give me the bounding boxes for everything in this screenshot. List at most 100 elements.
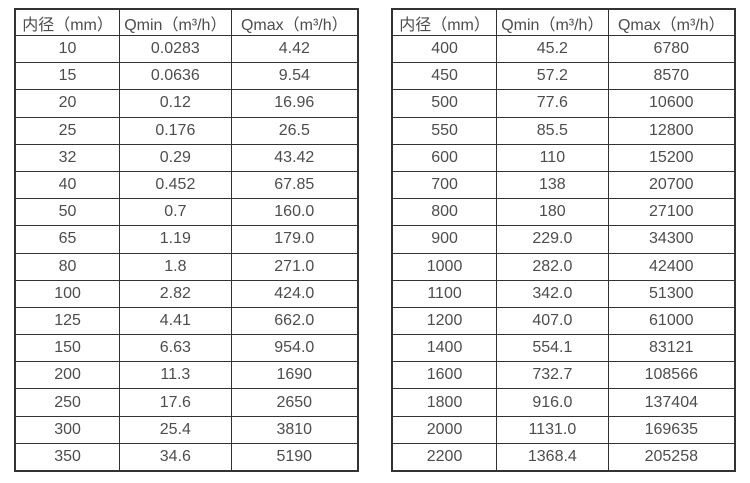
table-cell: 40 — [14, 170, 121, 200]
table-cell: 8570 — [607, 62, 736, 91]
table-cell: 424.0 — [230, 279, 359, 308]
table-row: 1400 554.1 83121 — [391, 334, 736, 363]
table-cell: 0.452 — [119, 170, 232, 200]
table-cell: 108566 — [607, 361, 736, 390]
table-cell: 0.0283 — [119, 34, 232, 64]
table-header: 内径（mm） Qmin（m³/h） Qmax（m³/h） — [14, 8, 359, 36]
table-cell: 342.0 — [496, 279, 609, 308]
table-row: 150 6.63 954.0 — [14, 334, 359, 363]
table-cell: 954.0 — [230, 334, 359, 363]
table-cell: 500 — [391, 89, 498, 118]
table-row: 1200 407.0 61000 — [391, 306, 736, 336]
table-cell: 51300 — [607, 279, 736, 308]
table-cell: 229.0 — [496, 225, 609, 254]
table-row: 1100 342.0 51300 — [391, 279, 736, 308]
table-row: 200 11.3 1690 — [14, 361, 359, 390]
table-cell: 300 — [14, 415, 121, 444]
table-cell: 0.0636 — [119, 62, 232, 91]
table-row: 15 0.0636 9.54 — [14, 62, 359, 91]
table-row: 1000 282.0 42400 — [391, 252, 736, 281]
table-cell: 42400 — [607, 252, 736, 281]
table-cell: 4.41 — [119, 306, 232, 336]
table-cell: 80 — [14, 252, 121, 281]
table-cell: 1200 — [391, 306, 498, 336]
table-cell: 100 — [14, 279, 121, 308]
table-cell: 45.2 — [496, 34, 609, 64]
table-cell: 43.42 — [230, 143, 359, 172]
table-cell: 1800 — [391, 388, 498, 417]
table-row: 1600 732.7 108566 — [391, 361, 736, 390]
table-row: 700 138 20700 — [391, 170, 736, 200]
table-cell: 34300 — [607, 225, 736, 254]
table-cell: 26.5 — [230, 116, 359, 145]
table-cell: 0.29 — [119, 143, 232, 172]
table-cell: 138 — [496, 170, 609, 200]
table-cell: 1100 — [391, 279, 498, 308]
table-cell: 1368.4 — [496, 442, 609, 472]
table-cell: 6.63 — [119, 334, 232, 363]
table-cell: 732.7 — [496, 361, 609, 390]
table-cell: 20700 — [607, 170, 736, 200]
table-cell: 1.19 — [119, 225, 232, 254]
table-cell: 179.0 — [230, 225, 359, 254]
table-cell: 3810 — [230, 415, 359, 444]
table-cell: 2.82 — [119, 279, 232, 308]
table-cell: 200 — [14, 361, 121, 390]
table-header-row: 内径（mm） Qmin（m³/h） Qmax（m³/h） — [391, 8, 736, 36]
table-cell: 17.6 — [119, 388, 232, 417]
table-row: 600 110 15200 — [391, 143, 736, 172]
table-cell: 282.0 — [496, 252, 609, 281]
table-row: 300 25.4 3810 — [14, 415, 359, 444]
table-cell: 11.3 — [119, 361, 232, 390]
table-cell: 1600 — [391, 361, 498, 390]
table-row: 2200 1368.4 205258 — [391, 442, 736, 472]
column-header-qmax: Qmax（m³/h） — [607, 8, 736, 36]
table-cell: 50 — [14, 198, 121, 227]
column-header-qmin: Qmin（m³/h） — [119, 8, 232, 36]
table-row: 550 85.5 12800 — [391, 116, 736, 145]
table-cell: 61000 — [607, 306, 736, 336]
table-cell: 662.0 — [230, 306, 359, 336]
table-cell: 25 — [14, 116, 121, 145]
table-row: 2000 1131.0 169635 — [391, 415, 736, 444]
flow-spec-table-large-diameters: 内径（mm） Qmin（m³/h） Qmax（m³/h） 400 45.2 6780… — [391, 8, 736, 472]
table-cell: 5190 — [230, 442, 359, 472]
table-row: 800 180 27100 — [391, 198, 736, 227]
table-cell: 83121 — [607, 334, 736, 363]
table-row: 100 2.82 424.0 — [14, 279, 359, 308]
table-cell: 67.85 — [230, 170, 359, 200]
table-cell: 20 — [14, 89, 121, 118]
table-cell: 450 — [391, 62, 498, 91]
table-row: 10 0.0283 4.42 — [14, 34, 359, 64]
table-cell: 27100 — [607, 198, 736, 227]
table-cell: 1000 — [391, 252, 498, 281]
table-cell: 205258 — [607, 442, 736, 472]
table-cell: 2650 — [230, 388, 359, 417]
table-cell: 15200 — [607, 143, 736, 172]
table-cell: 57.2 — [496, 62, 609, 91]
table-cell: 160.0 — [230, 198, 359, 227]
table-cell: 916.0 — [496, 388, 609, 417]
table-row: 50 0.7 160.0 — [14, 198, 359, 227]
table-cell: 65 — [14, 225, 121, 254]
table-cell: 137404 — [607, 388, 736, 417]
table-cell: 400 — [391, 34, 498, 64]
table-cell: 77.6 — [496, 89, 609, 118]
table-cell: 2200 — [391, 442, 498, 472]
table-row: 40 0.452 67.85 — [14, 170, 359, 200]
column-header-qmin: Qmin（m³/h） — [496, 8, 609, 36]
table-body: 400 45.2 6780 450 57.2 8570 500 77.6 10600 550 85.… — [391, 34, 736, 472]
table-cell: 1690 — [230, 361, 359, 390]
table-cell: 85.5 — [496, 116, 609, 145]
table-row: 400 45.2 6780 — [391, 34, 736, 64]
table-cell: 12800 — [607, 116, 736, 145]
column-header-inner-diameter: 内径（mm） — [14, 8, 121, 36]
table-header-row: 内径（mm） Qmin（m³/h） Qmax（m³/h） — [14, 8, 359, 36]
table-cell: 250 — [14, 388, 121, 417]
table-cell: 1400 — [391, 334, 498, 363]
table-cell: 0.176 — [119, 116, 232, 145]
table-cell: 9.54 — [230, 62, 359, 91]
flow-spec-table-small-diameters: 内径（mm） Qmin（m³/h） Qmax（m³/h） 10 0.0283 4.4… — [14, 8, 359, 472]
table-cell: 1.8 — [119, 252, 232, 281]
table-row: 20 0.12 16.96 — [14, 89, 359, 118]
